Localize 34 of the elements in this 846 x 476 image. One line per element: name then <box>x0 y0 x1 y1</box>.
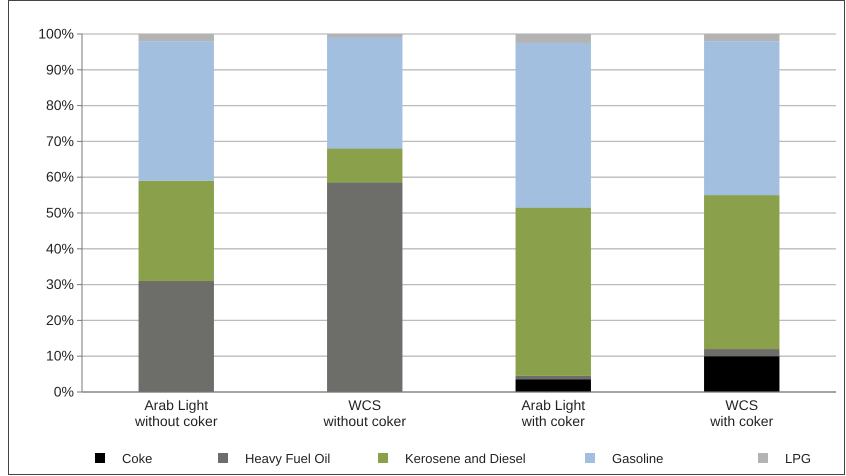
y-tick-label: 60% <box>46 168 74 185</box>
y-tick-label: 100% <box>38 25 74 42</box>
bar <box>327 148 402 183</box>
bar <box>516 208 591 376</box>
y-tick-label: 50% <box>46 204 74 220</box>
y-tick-label: 0% <box>54 383 74 400</box>
bar <box>516 376 591 380</box>
bar <box>704 356 780 392</box>
bar <box>138 281 214 392</box>
bar <box>516 42 591 208</box>
legend-label: Coke <box>122 451 152 466</box>
bar <box>704 41 780 196</box>
y-tick-label: 70% <box>46 132 74 149</box>
bar <box>138 41 214 181</box>
y-tick-label: 10% <box>46 348 74 364</box>
bar <box>704 195 780 350</box>
bar <box>327 182 402 392</box>
y-tick-label: 20% <box>46 312 74 328</box>
x-tick-label: WCS with coker <box>709 397 774 429</box>
y-tick-label: 90% <box>46 61 74 78</box>
bar <box>516 379 591 392</box>
x-tick-label: Arab Light without coker <box>134 397 218 429</box>
y-tick-label: 30% <box>46 276 74 292</box>
bar <box>138 180 214 282</box>
legend-label: LPG <box>785 451 812 466</box>
bar <box>704 349 780 356</box>
legend-label: Gasoline <box>612 451 664 466</box>
y-tick-label: 40% <box>46 240 74 256</box>
legend-label: Heavy Fuel Oil <box>245 451 330 466</box>
x-tick-label: Arab Light with coker <box>520 397 586 429</box>
legend-label: Kerosene and Diesel <box>405 451 526 466</box>
y-tick-label: 80% <box>46 97 74 114</box>
bar <box>327 38 402 149</box>
x-tick-label: WCS without coker <box>322 397 406 429</box>
